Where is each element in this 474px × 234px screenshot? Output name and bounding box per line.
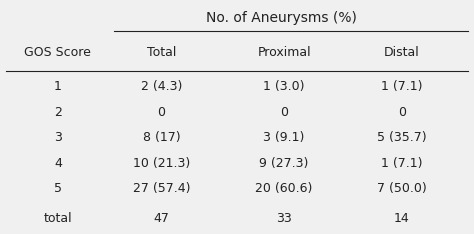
Text: 3: 3 [54,131,62,144]
Text: GOS Score: GOS Score [25,46,91,59]
Text: 27 (57.4): 27 (57.4) [133,182,191,195]
Text: 14: 14 [394,212,410,225]
Text: 47: 47 [154,212,170,225]
Text: 5 (35.7): 5 (35.7) [377,131,427,144]
Text: 9 (27.3): 9 (27.3) [259,157,309,170]
Text: 10 (21.3): 10 (21.3) [133,157,190,170]
Text: 0: 0 [398,106,406,119]
Text: No. of Aneurysms (%): No. of Aneurysms (%) [206,11,357,25]
Text: 1 (7.1): 1 (7.1) [381,157,423,170]
Text: 7 (50.0): 7 (50.0) [377,182,427,195]
Text: 3 (9.1): 3 (9.1) [264,131,305,144]
Text: 1 (7.1): 1 (7.1) [381,80,423,93]
Text: 2: 2 [54,106,62,119]
Text: 33: 33 [276,212,292,225]
Text: 5: 5 [54,182,62,195]
Text: Distal: Distal [384,46,420,59]
Text: 1 (3.0): 1 (3.0) [264,80,305,93]
Text: Total: Total [147,46,176,59]
Text: 2 (4.3): 2 (4.3) [141,80,182,93]
Text: 8 (17): 8 (17) [143,131,181,144]
Text: Proximal: Proximal [257,46,311,59]
Text: 0: 0 [157,106,165,119]
Text: 20 (60.6): 20 (60.6) [255,182,313,195]
Text: 4: 4 [54,157,62,170]
Text: 1: 1 [54,80,62,93]
Text: total: total [44,212,72,225]
Text: 0: 0 [280,106,288,119]
